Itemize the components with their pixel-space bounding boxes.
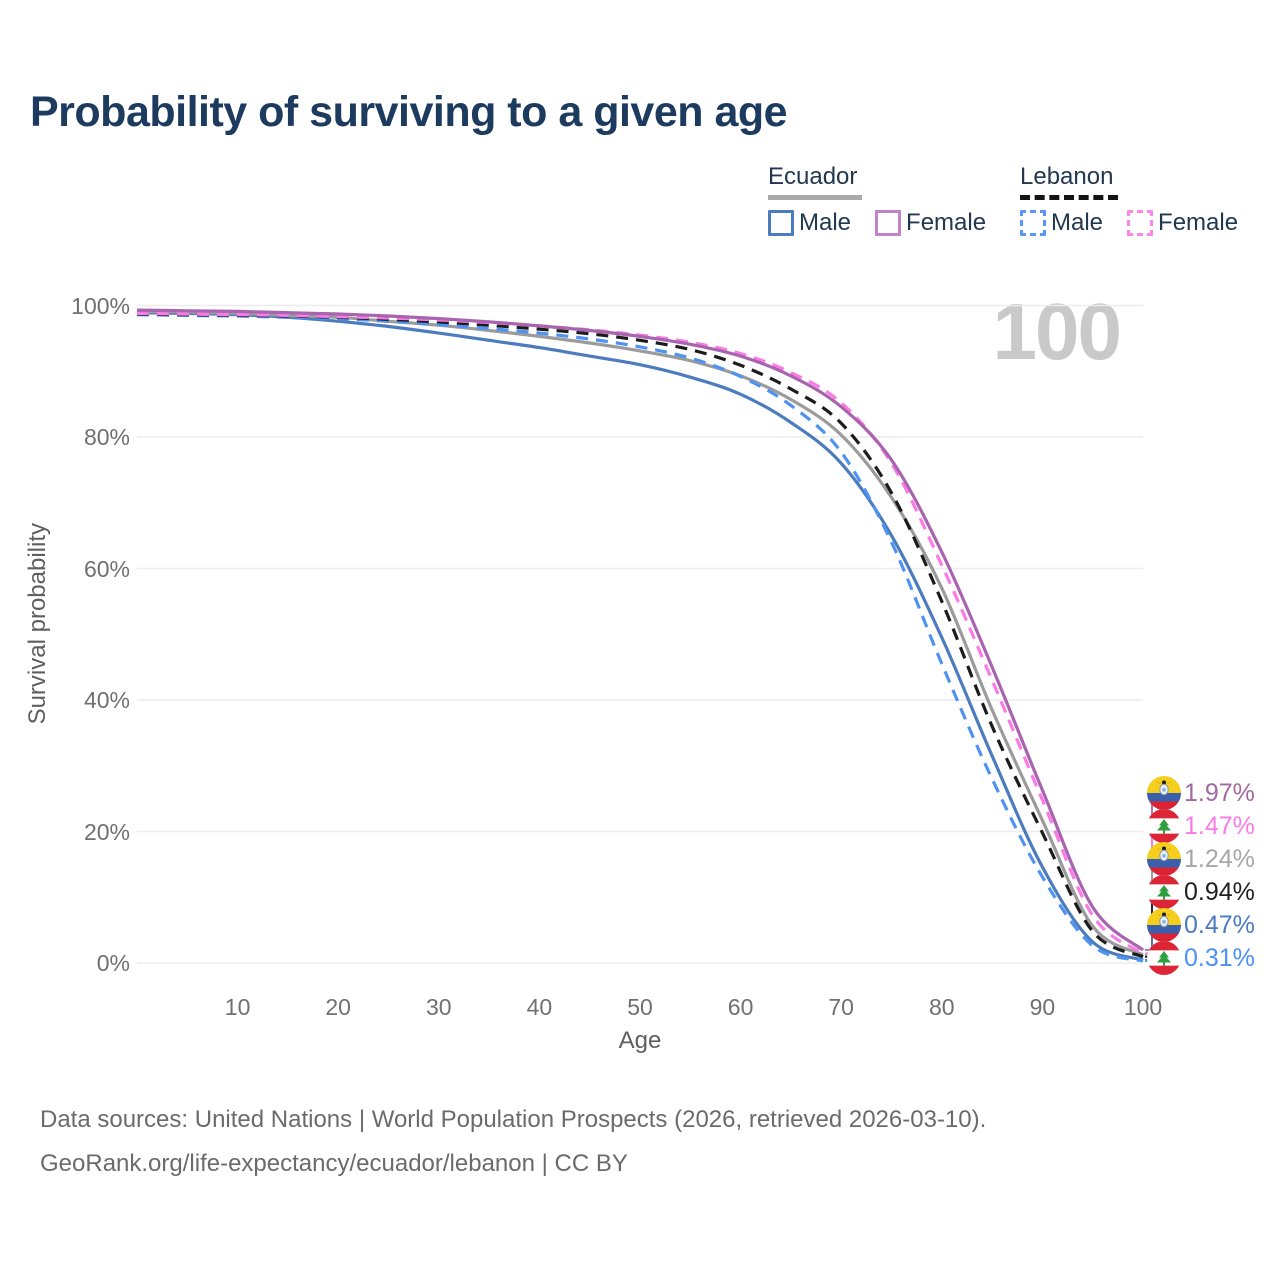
end-value-label-lebanon-female: 1.47% <box>1184 812 1255 840</box>
footer: Data sources: United Nations | World Pop… <box>40 1106 986 1194</box>
legend-item-lebanon-female: Female <box>1127 209 1238 237</box>
x-tick-label-50: 50 <box>627 994 653 1020</box>
x-tick-label-10: 10 <box>224 994 251 1020</box>
flag-icon-lebanon <box>1147 941 1181 975</box>
legend-label-ecuador-female: Female <box>906 209 987 236</box>
series-line-lebanon-female[interactable] <box>136 311 1144 955</box>
x-tick-label-100: 100 <box>1123 994 1163 1020</box>
x-tick-label-40: 40 <box>526 994 553 1020</box>
legend-swatch-lebanon-female[interactable] <box>1127 210 1154 236</box>
end-value-label-ecuador-female: 1.97% <box>1184 779 1255 807</box>
x-axis-label: Age <box>618 1027 662 1054</box>
end-value-label-lebanon-total: 0.94% <box>1184 878 1255 906</box>
page-title: Probability of surviving to a given age <box>30 88 788 136</box>
legend-linestyle-ecuador-solid <box>768 195 862 200</box>
legend-linestyle-lebanon-dashed <box>1020 195 1118 200</box>
flag-icon-lebanon <box>1147 809 1181 843</box>
y-tick-label-80: 80% <box>83 424 130 450</box>
legend-swatch-ecuador-male[interactable] <box>768 210 794 236</box>
series-line-lebanon-total[interactable] <box>136 312 1144 959</box>
legend-swatch-ecuador-female[interactable] <box>875 210 902 236</box>
y-tick-label-40: 40% <box>83 687 130 713</box>
y-tick-label-0: 0% <box>96 950 130 976</box>
end-value-label-ecuador-male: 0.47% <box>1184 911 1255 939</box>
legend-item-ecuador-male: Male <box>768 209 851 237</box>
legend-item-ecuador-female: Female <box>875 209 986 237</box>
y-tick-label-20: 20% <box>83 818 130 845</box>
series-line-ecuador-male[interactable] <box>136 311 1144 962</box>
x-tick-label-70: 70 <box>828 994 854 1020</box>
end-value-label-lebanon-male: 0.31% <box>1184 944 1255 972</box>
series-line-ecuador-female[interactable] <box>136 308 1145 952</box>
y-tick-label-60: 60% <box>83 555 130 582</box>
legend-group-ecuador: Ecuador Male Female <box>768 163 986 237</box>
x-tick-label-60: 60 <box>727 994 754 1020</box>
legend-item-lebanon-male: Male <box>1020 209 1103 237</box>
series-line-ecuador-total[interactable] <box>136 309 1144 957</box>
legend-label-lebanon-male: Male <box>1051 209 1104 236</box>
series-line-lebanon-male[interactable] <box>136 313 1144 963</box>
legend-group-lebanon: Lebanon Male Female <box>1020 163 1238 237</box>
legend-country-ecuador[interactable]: Ecuador <box>768 163 858 190</box>
legend-country-lebanon[interactable]: Lebanon <box>1020 163 1114 190</box>
flag-icon-lebanon <box>1147 875 1181 909</box>
end-connector-ecuador-total <box>1145 858 1153 956</box>
footer-attribution: GeoRank.org/life-expectancy/ecuador/leba… <box>40 1150 628 1177</box>
legend-swatch-lebanon-male[interactable] <box>1020 210 1046 236</box>
flag-icon-ecuador <box>1147 908 1181 942</box>
x-tick-label-30: 30 <box>426 994 452 1020</box>
x-tick-label-90: 90 <box>1029 994 1056 1020</box>
legend-label-ecuador-male: Male <box>799 209 852 236</box>
x-tick-label-80: 80 <box>929 994 955 1020</box>
x-tick-label-20: 20 <box>325 994 351 1020</box>
legend-items-lebanon: Male Female <box>1020 209 1238 237</box>
flag-icon-ecuador <box>1147 842 1181 876</box>
y-tick-label-100: 100% <box>71 292 130 319</box>
end-value-label-ecuador-total: 1.24% <box>1184 845 1255 873</box>
flag-icon-ecuador <box>1147 776 1181 810</box>
footer-data-sources: Data sources: United Nations | World Pop… <box>40 1106 987 1133</box>
legend-items-ecuador: Male Female <box>768 209 986 237</box>
legend-label-lebanon-female: Female <box>1158 209 1239 236</box>
